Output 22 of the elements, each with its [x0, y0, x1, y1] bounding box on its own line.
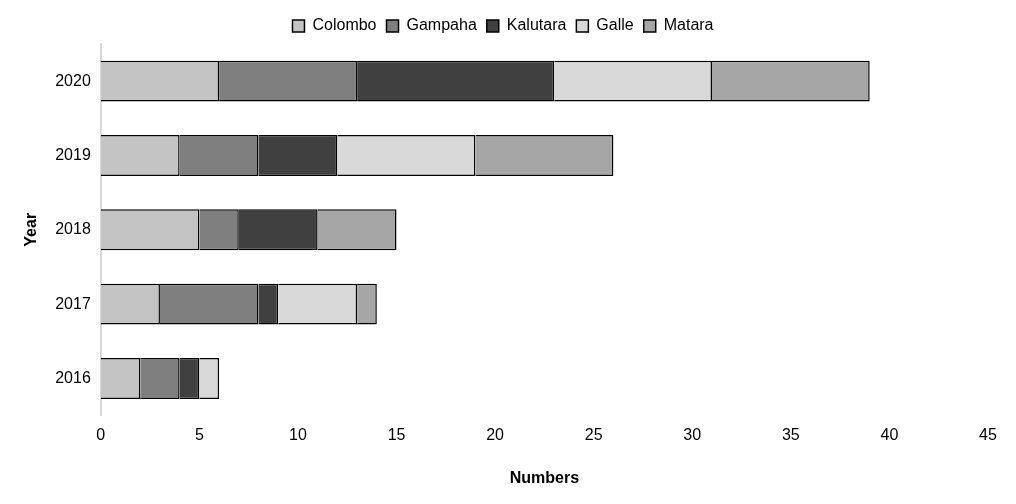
x-tick-label: 40 [880, 425, 899, 443]
y-tick-label: 2018 [55, 220, 91, 238]
x-tick-label: 15 [387, 425, 406, 443]
x-tick-label: 0 [96, 425, 106, 443]
x-tick-label: 5 [194, 425, 204, 443]
x-tick-label: 20 [486, 425, 505, 443]
y-tick-label: 2020 [55, 71, 91, 89]
x-tick-label: 35 [781, 425, 800, 443]
x-axis-title: Numbers [509, 468, 580, 486]
y-tick-label: 2017 [55, 294, 91, 312]
y-axis-title: Year [22, 212, 40, 247]
legend-label: Gampaha [406, 16, 477, 34]
x-tick-label: 45 [979, 425, 997, 443]
y-tick-label: 2019 [55, 145, 91, 163]
x-tick-label: 10 [289, 425, 307, 443]
legend-label: Kalutara [506, 16, 567, 34]
legend-label: Matara [663, 16, 714, 34]
x-tick-label: 25 [584, 425, 603, 443]
legend-label: Colombo [312, 16, 377, 34]
legend-label: Galle [596, 16, 634, 34]
y-tick-label: 2016 [55, 368, 91, 386]
x-tick-label: 30 [683, 425, 702, 443]
